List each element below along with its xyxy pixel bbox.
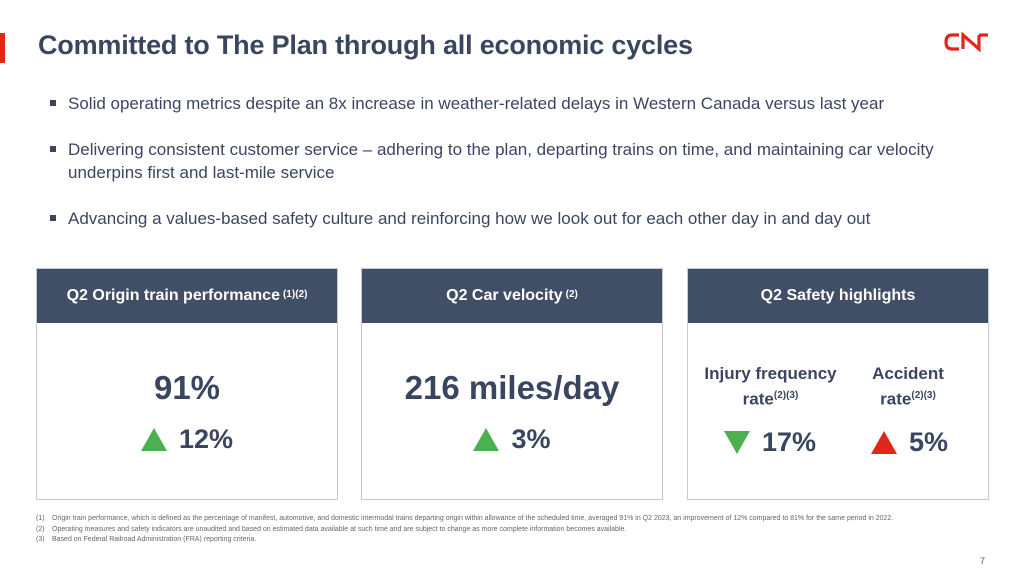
car-velocity-card: Q2 Car velocity (2) 216 miles/day 3% [361, 268, 663, 500]
up-arrow-icon [473, 428, 500, 451]
up-arrow-icon [871, 431, 897, 454]
slide-title: Committed to The Plan through all econom… [38, 30, 693, 60]
footnote: (3) Based on Federal Railroad Administrat… [36, 536, 257, 543]
title-accent-bar [0, 33, 5, 63]
accident-rate-label: Accident rate(2)(3) [872, 364, 944, 409]
card-header: Q2 Safety highlights [688, 269, 988, 323]
card-header: Q2 Origin train performance (1)(2) [37, 269, 337, 323]
footnote: (1) Origin train performance, which is de… [36, 515, 894, 522]
bullet-item: Advancing a values-based safety culture … [50, 207, 990, 230]
bullet-square-icon [50, 100, 56, 106]
up-arrow-icon [140, 428, 167, 451]
footnotes: (1) Origin train performance, which is de… [36, 515, 956, 547]
key-points-list: Solid operating metrics despite an 8x in… [50, 92, 990, 230]
bullet-square-icon [50, 146, 56, 152]
card-header: Q2 Car velocity (2) [362, 269, 662, 323]
safety-highlights-card: Q2 Safety highlights Injury frequency ra… [687, 268, 989, 500]
bullet-item: Solid operating metrics despite an 8x in… [50, 92, 990, 115]
bullet-item: Delivering consistent customer service –… [50, 138, 990, 184]
injury-frequency-label: Injury frequency rate(2)(3) [704, 364, 837, 409]
cn-logo [944, 31, 988, 53]
down-arrow-icon [724, 431, 750, 454]
footnote: (2) Operating measures and safety indicat… [36, 525, 627, 533]
car-velocity-value: 216 miles/day [404, 369, 620, 406]
origin-performance-card: Q2 Origin train performance (1)(2) 91% 12… [36, 268, 338, 500]
page-number: 7 [980, 556, 986, 566]
bullet-square-icon [50, 215, 56, 221]
car-velocity-change: 3% [362, 424, 662, 455]
injury-frequency-change: 17% [724, 427, 816, 458]
origin-performance-value: 91% [153, 369, 221, 406]
origin-performance-change: 12% [37, 424, 337, 455]
accident-rate-change: 5% [871, 427, 948, 458]
